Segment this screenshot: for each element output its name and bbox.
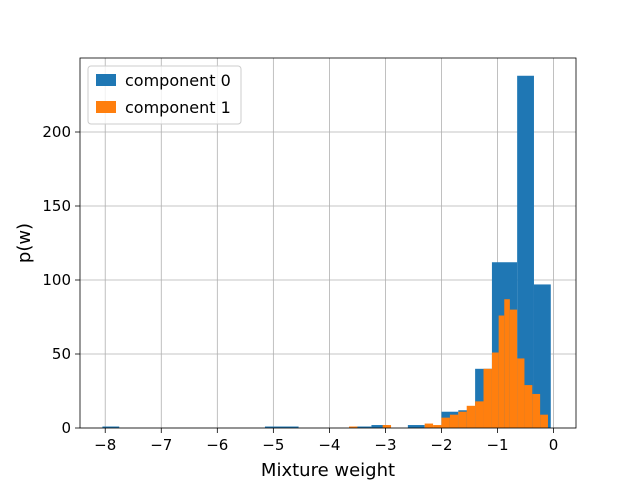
y-axis-label: p(w) (14, 223, 35, 263)
legend-swatch-component-0 (96, 74, 116, 86)
legend-label-component-1: component 1 (125, 98, 231, 117)
bar-component-1 (491, 352, 499, 428)
bar-component-0 (371, 425, 389, 428)
bar-component-1 (483, 368, 492, 428)
bar-component-0 (264, 426, 299, 428)
bar-component-1 (433, 425, 442, 428)
x-tick-label: −3 (374, 436, 396, 454)
bar-component-1 (382, 425, 392, 428)
x-tick-label: −6 (206, 436, 228, 454)
x-tick-label: −2 (430, 436, 452, 454)
bar-component-1 (540, 414, 548, 428)
bar-component-0 (517, 75, 534, 428)
legend-label-component-0: component 0 (125, 71, 231, 90)
bar-component-1 (504, 299, 510, 428)
y-tick-label: 150 (42, 197, 71, 215)
plot-frame (79, 57, 577, 429)
legend-frame (87, 65, 242, 125)
bar-component-1 (449, 414, 459, 428)
y-tick-label: 50 (52, 345, 71, 363)
legend: component 0 component 1 (87, 65, 242, 125)
bar-component-0 (407, 425, 425, 428)
bar-component-1 (517, 358, 525, 428)
bar-component-1 (424, 423, 434, 428)
grid-lines (80, 58, 576, 429)
bar-component-1 (524, 385, 533, 428)
bar-component-0 (102, 426, 120, 428)
x-axis-label: Mixture weight (261, 460, 395, 480)
bar-component-1 (509, 309, 518, 428)
axis-ticks: −8 −7 −6 −5 −4 −3 −2 −1 0 0 50 100 150 200 (42, 123, 558, 454)
bar-component-1 (532, 393, 541, 428)
x-tick-label: −5 (262, 436, 284, 454)
x-tick-label: −4 (318, 436, 340, 454)
x-tick-label: 0 (549, 436, 559, 454)
y-tick-label: 200 (42, 123, 71, 141)
bar-component-0 (354, 426, 372, 428)
x-tick-label: −7 (150, 436, 172, 454)
bar-component-0 (533, 284, 551, 428)
y-tick-label: 100 (42, 271, 71, 289)
histogram-bars (102, 75, 551, 428)
x-tick-label: −8 (94, 436, 116, 454)
legend-swatch-component-1 (96, 101, 116, 113)
bar-component-1 (498, 315, 505, 428)
bar-component-1 (466, 405, 476, 428)
bar-component-1 (349, 426, 358, 428)
y-tick-label: 0 (61, 419, 71, 437)
x-tick-label: −1 (486, 436, 508, 454)
bar-component-1 (475, 401, 484, 428)
bar-component-1 (441, 417, 450, 428)
bar-component-1 (458, 411, 467, 428)
